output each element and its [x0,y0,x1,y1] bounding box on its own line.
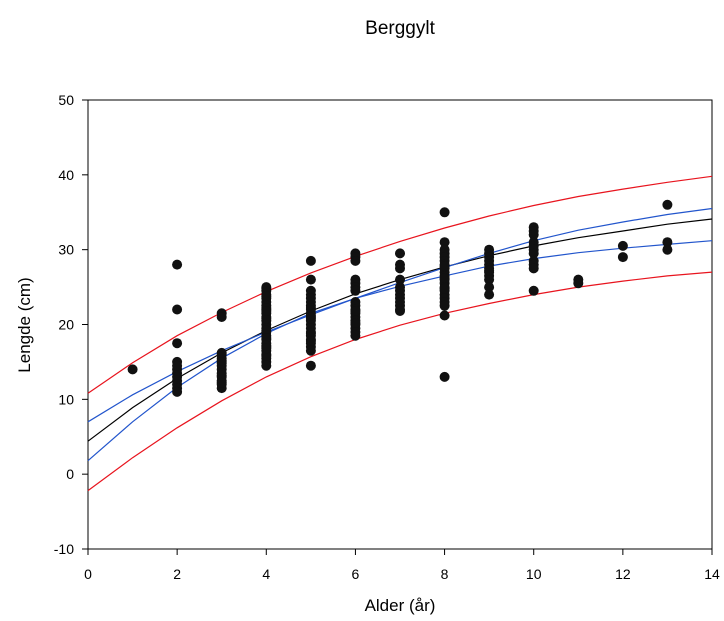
data-point [350,285,361,296]
data-point [261,333,272,343]
y-tick-label: 30 [58,242,74,258]
data-point [484,289,495,300]
data-point [439,310,450,321]
data-point [216,377,227,388]
y-tick-label: 20 [58,317,74,333]
data-point [617,252,628,263]
data-point [261,343,272,354]
data-point [261,313,272,324]
data-point [305,360,316,371]
data-point [305,310,316,321]
data-point [350,306,361,316]
data-point [528,248,539,259]
data-point [395,306,405,316]
data-point [127,364,138,375]
x-tick-label: 12 [615,566,631,582]
data-point [261,360,272,371]
y-tick-label: -10 [54,541,74,557]
data-point [305,255,316,266]
data-point [395,248,405,259]
data-point [395,274,405,285]
y-tick-label: 0 [66,466,74,482]
x-tick-label: 2 [173,566,181,582]
data-point [617,240,628,251]
data-point [216,355,227,366]
y-tick-label: 40 [58,167,74,183]
data-point [573,278,584,289]
x-tick-label: 0 [84,566,92,582]
chart-title: Berggylt [365,18,435,39]
data-point [439,237,450,248]
data-point [662,199,673,210]
points-layer [127,199,673,397]
data-point [662,244,673,255]
data-point [439,273,450,284]
x-tick-label: 14 [704,566,720,582]
data-point [172,304,183,315]
data-point [216,312,227,322]
x-tick-label: 6 [352,566,360,582]
data-point [305,336,316,346]
data-point [172,259,183,270]
data-point [439,283,450,294]
data-point [439,300,450,311]
data-point [172,360,183,371]
x-tick-label: 4 [262,566,270,582]
data-point [350,330,361,341]
data-point [261,325,272,336]
ticks-layer: 0 2 4 6 8 10 12 14 -10 0 10 20 30 40 50 [54,92,720,582]
data-point [261,283,272,294]
data-point [395,263,405,274]
data-point [305,303,316,313]
data-point [528,285,539,296]
fit-curve-3 [87,175,713,394]
data-point [484,274,495,285]
data-point [350,255,361,266]
data-point [305,345,316,356]
x-tick-label: 8 [441,566,449,582]
data-point [484,265,495,276]
data-point [261,350,272,361]
data-point [305,328,316,339]
data-point [261,306,272,316]
data-point [350,318,361,328]
data-point [439,207,450,218]
data-point [439,371,450,382]
data-point [305,274,316,285]
fit-curve-4 [87,271,713,492]
data-point [439,261,450,272]
data-point [528,263,539,274]
data-point [662,237,673,248]
data-point [216,347,227,358]
data-point [261,291,272,302]
x-axis-title: Alder (år) [365,596,436,615]
data-point [172,338,183,349]
y-tick-label: 50 [58,92,74,108]
y-tick-label: 10 [58,391,74,407]
x-tick-label: 10 [526,566,542,582]
fit-curve-2 [87,240,713,462]
data-point [484,282,495,293]
data-point [216,370,227,381]
data-point [528,229,539,240]
data-point [172,386,183,397]
y-axis-title: Lengde (cm) [15,277,34,372]
curves-layer [87,175,713,492]
plot-area-frame [87,99,713,550]
